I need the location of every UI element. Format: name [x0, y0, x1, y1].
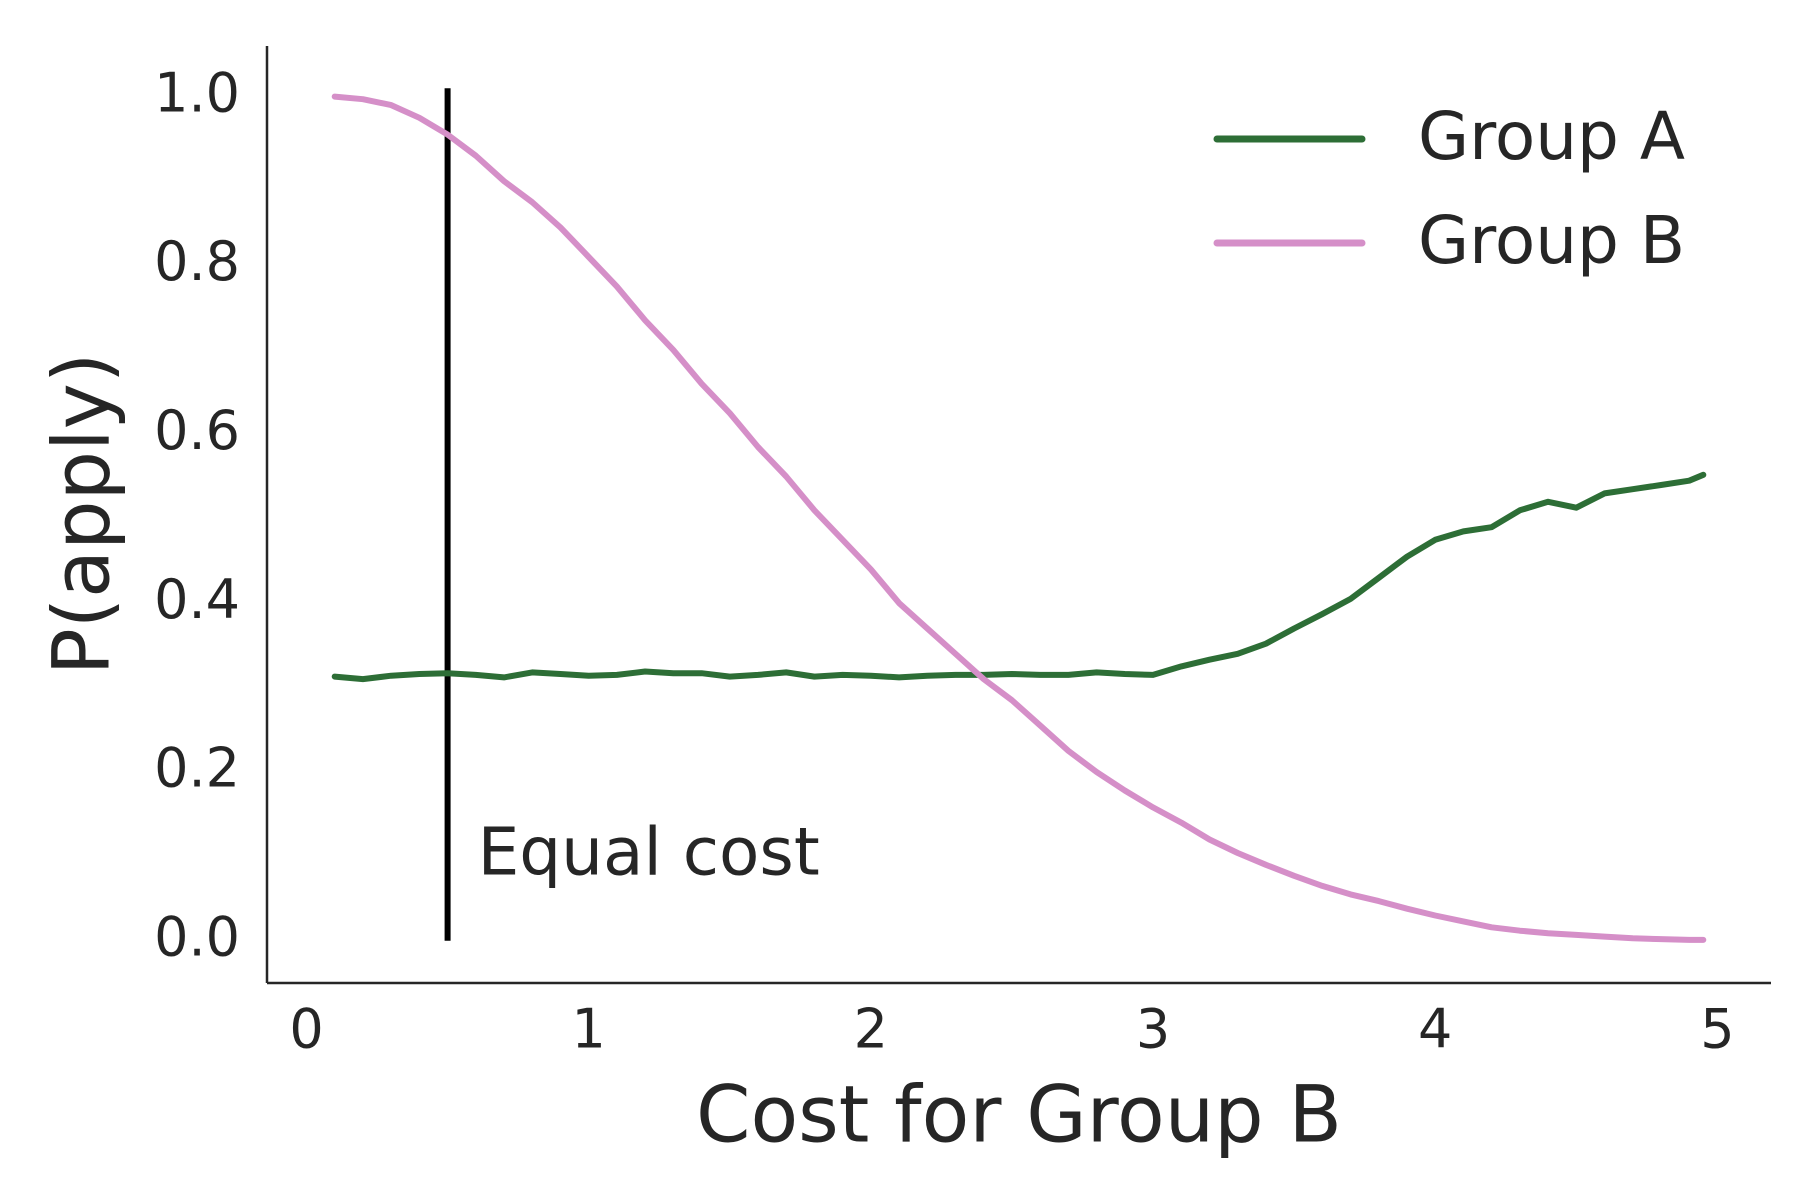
y-tick-label: 0.6: [154, 399, 240, 462]
y-axis-label: P(apply): [37, 353, 127, 676]
x-tick-label: 2: [854, 998, 888, 1061]
y-tick-label: 0.0: [154, 905, 240, 968]
x-tick-label: 4: [1418, 998, 1452, 1061]
series-line: [331, 93, 1707, 943]
y-tick-label: 0.4: [154, 568, 240, 631]
annotation: Equal cost: [478, 813, 820, 890]
x-tick-label: 3: [1136, 998, 1170, 1061]
y-tick-label: 0.8: [154, 230, 240, 293]
legend-label: Group B: [1418, 202, 1685, 279]
series-line: [331, 471, 1707, 683]
x-tick-label: 0: [289, 998, 323, 1061]
legend-label: Group A: [1418, 98, 1685, 175]
y-tick-label: 0.2: [154, 737, 240, 800]
x-axis-label: Cost for Group B: [696, 1070, 1342, 1160]
x-tick-label: 1: [572, 998, 606, 1061]
x-tick-label: 5: [1700, 998, 1734, 1061]
y-tick-label: 1.0: [154, 61, 240, 124]
